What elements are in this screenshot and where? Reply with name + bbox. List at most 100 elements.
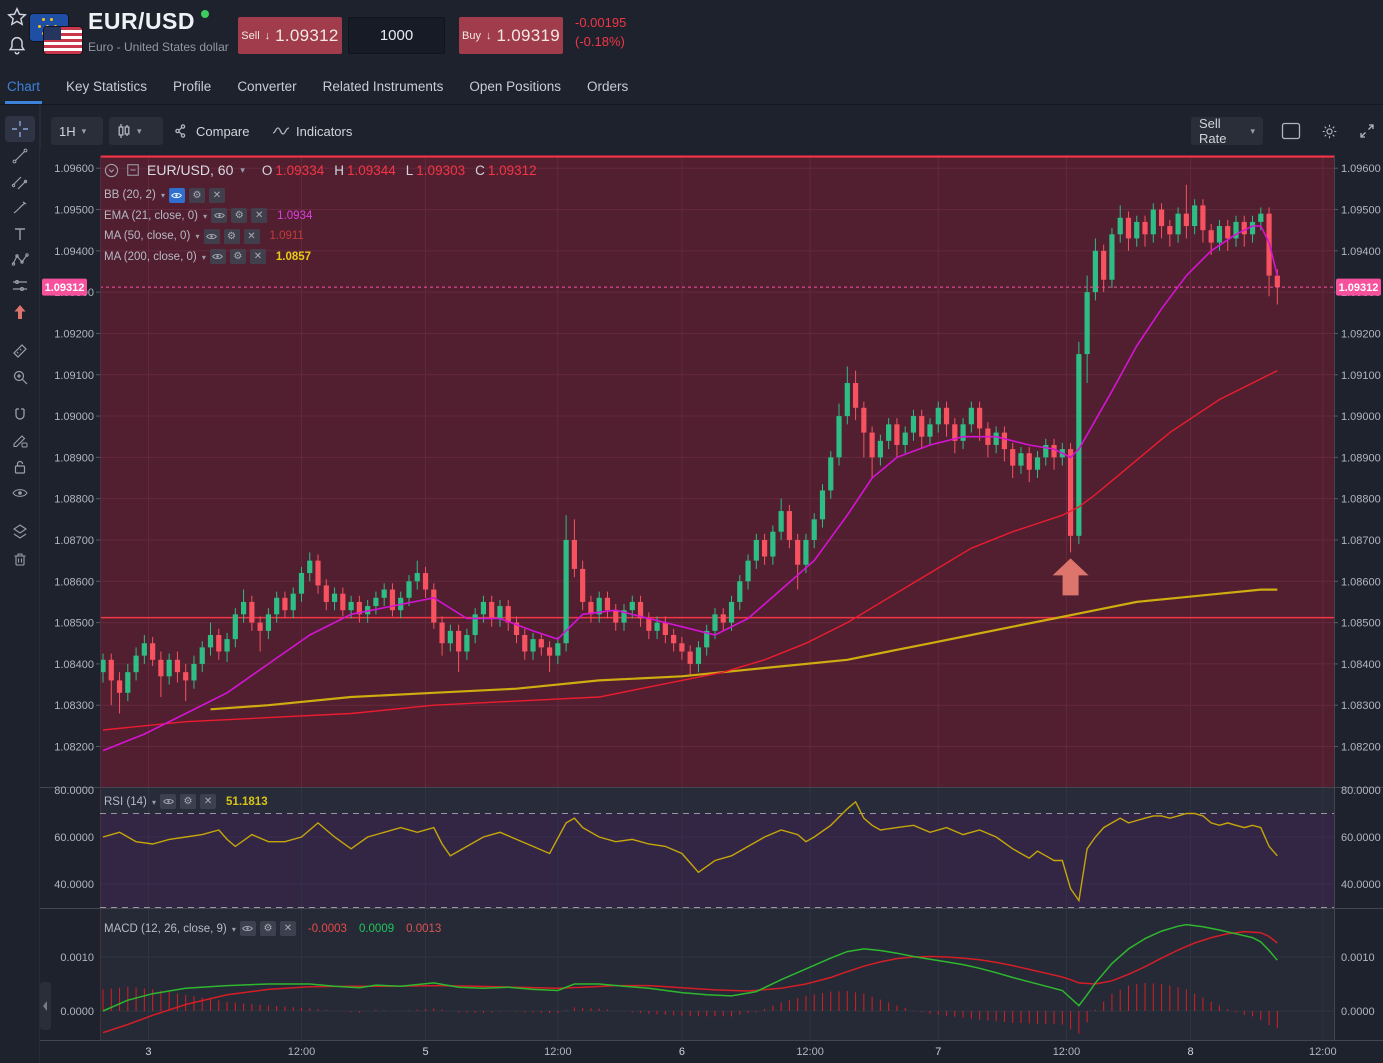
chart-type-dropdown[interactable]: ▾: [109, 117, 163, 145]
remove-indicator-icon[interactable]: ✕: [208, 187, 225, 203]
watchlist-star-icon[interactable]: [6, 6, 28, 28]
trend-line-icon[interactable]: [5, 143, 35, 169]
svg-text:1.08600: 1.08600: [1341, 576, 1381, 588]
compare-icon: [175, 124, 186, 138]
indicator-row: EMA (21, close, 0) ▾ ⚙ ✕ 1.0934: [104, 206, 312, 227]
indicator-name[interactable]: EMA (21, close, 0) ▾: [104, 209, 208, 222]
indicator-settings-gear-icon[interactable]: ⚙: [231, 208, 248, 224]
svg-text:12:00: 12:00: [544, 1046, 572, 1058]
sell-rate-dropdown[interactable]: Sell Rate ▾: [1191, 116, 1263, 146]
pattern-icon[interactable]: [5, 247, 35, 273]
ma200-line: [210, 588, 1278, 711]
fullscreen-button[interactable]: [1359, 117, 1375, 145]
indicator-settings-gear-icon[interactable]: ⚙: [229, 249, 246, 265]
remove-indicator-icon[interactable]: ✕: [200, 794, 217, 809]
sell-button[interactable]: Sell ↓ 1.09312: [238, 17, 342, 54]
drawing-edit-icon[interactable]: [5, 428, 35, 454]
candlesticks: [100, 184, 1280, 714]
remove-indicator-icon[interactable]: ✕: [251, 208, 268, 224]
legend-symbol[interactable]: EUR/USD, 60: [147, 162, 234, 178]
arrow-up-marker[interactable]: [1052, 558, 1089, 596]
price-axis-labels: 1.09600 1.09600 1.09500 1.09500 1.09400 1.094…: [54, 163, 1381, 1018]
market-open-dot: [201, 10, 210, 18]
visibility-eye-icon[interactable]: [239, 921, 256, 936]
interval-label: 1H: [59, 123, 76, 139]
svg-text:12:00: 12:00: [1053, 1046, 1081, 1058]
crosshair-icon[interactable]: [5, 116, 35, 142]
svg-text:1.08700: 1.08700: [54, 535, 94, 547]
svg-text:1.08800: 1.08800: [1341, 494, 1381, 506]
arrow-marker-icon[interactable]: [5, 299, 35, 325]
visibility-eye-icon[interactable]: [160, 794, 177, 809]
text-icon[interactable]: [5, 221, 35, 247]
indicator-name[interactable]: BB (20, 2) ▾: [104, 189, 165, 202]
remove-indicator-icon[interactable]: ✕: [279, 921, 296, 936]
visibility-eye-icon[interactable]: [168, 187, 185, 203]
indicator-settings-gear-icon[interactable]: ⚙: [223, 228, 240, 244]
ruler-icon[interactable]: [5, 338, 35, 364]
indicator-settings-gear-icon[interactable]: ⚙: [259, 921, 276, 936]
buy-label: Buy: [461, 29, 481, 42]
brush-icon[interactable]: [5, 195, 35, 221]
indicator-name[interactable]: MA (200, close, 0) ▾: [104, 250, 206, 263]
svg-text:40.0000: 40.0000: [54, 879, 94, 891]
tab-open-positions[interactable]: Open Positions: [469, 78, 561, 94]
indicator-settings-gear-icon[interactable]: ⚙: [180, 794, 197, 809]
compare-button[interactable]: Compare: [174, 117, 249, 145]
gear-icon: [1322, 124, 1337, 138]
main-chart-pane[interactable]: [100, 155, 1334, 787]
remove-indicator-icon[interactable]: ✕: [243, 228, 260, 244]
tab-converter[interactable]: Converter: [237, 78, 297, 94]
svg-text:1.09100: 1.09100: [1341, 370, 1381, 382]
remove-indicator-icon[interactable]: ✕: [249, 249, 266, 265]
indicator-settings-gear-icon[interactable]: ⚙: [188, 187, 205, 203]
price-change: -0.00195 (-0.18%): [575, 13, 626, 51]
lock-all-icon[interactable]: [5, 454, 35, 480]
collapse-legend-icon[interactable]: [126, 163, 140, 177]
interval-dropdown[interactable]: 1H ▾: [51, 117, 103, 145]
symbol-subtitle: Euro - United States dollar: [88, 40, 229, 54]
svg-text:1.09600: 1.09600: [54, 163, 94, 175]
circle-chevron-icon[interactable]: [104, 163, 119, 178]
trash-icon[interactable]: [5, 546, 35, 572]
svg-text:60.0000: 60.0000: [54, 832, 94, 844]
collapse-panel-handle[interactable]: [40, 982, 51, 1030]
chart-settings-button[interactable]: [1321, 117, 1338, 145]
svg-text:80.0000: 80.0000: [1341, 785, 1381, 797]
svg-text:1.08900: 1.08900: [54, 452, 94, 464]
indicators-icon: [272, 127, 290, 135]
indicator-value: 1.0934: [277, 209, 313, 222]
svg-text:1.09200: 1.09200: [54, 328, 94, 340]
visibility-eye-icon[interactable]: [203, 228, 220, 244]
snapshot-button[interactable]: [1281, 117, 1301, 145]
tab-key-statistics[interactable]: Key Statistics: [66, 78, 148, 94]
visibility-eye-icon[interactable]: [211, 208, 228, 224]
compare-label: Compare: [196, 123, 250, 139]
tab-orders[interactable]: Orders: [586, 78, 629, 94]
rsi-value: 51.1813: [226, 795, 268, 808]
rsi-legend: RSI (14) ▾ ⚙ ✕ 51.1813: [104, 794, 268, 809]
forecast-icon[interactable]: [5, 273, 35, 299]
change-absolute: -0.00195: [575, 15, 627, 30]
amount-input[interactable]: [348, 17, 445, 54]
parallel-channel-icon[interactable]: [5, 169, 35, 195]
tab-profile[interactable]: Profile: [173, 78, 212, 94]
magnet-icon[interactable]: [5, 402, 35, 428]
buy-button[interactable]: Buy ↓ 1.09319: [459, 17, 563, 54]
down-arrow-icon: ↓: [264, 29, 271, 42]
rsi-name[interactable]: RSI (14) ▾: [104, 795, 157, 808]
alert-bell-icon[interactable]: [6, 34, 28, 56]
zoom-in-icon[interactable]: [5, 364, 35, 390]
indicator-name[interactable]: MA (50, close, 0) ▾: [104, 230, 200, 243]
chart-canvas[interactable]: 1.09600 1.09600 1.09500 1.09500 1.09400 1.094…: [40, 150, 1383, 1063]
remove-objects-icon[interactable]: [5, 519, 35, 545]
svg-text:1.08600: 1.08600: [54, 576, 94, 588]
tab-related-instruments[interactable]: Related Instruments: [322, 78, 444, 94]
svg-text:1.09500: 1.09500: [1341, 205, 1381, 217]
hide-all-icon[interactable]: [5, 480, 35, 506]
macd-name[interactable]: MACD (12, 26, close, 9) ▾: [104, 922, 236, 935]
visibility-eye-icon[interactable]: [209, 249, 226, 265]
indicators-button[interactable]: Indicators: [272, 117, 352, 145]
snapshot-icon: [1281, 122, 1301, 140]
tab-chart[interactable]: Chart: [5, 68, 43, 104]
